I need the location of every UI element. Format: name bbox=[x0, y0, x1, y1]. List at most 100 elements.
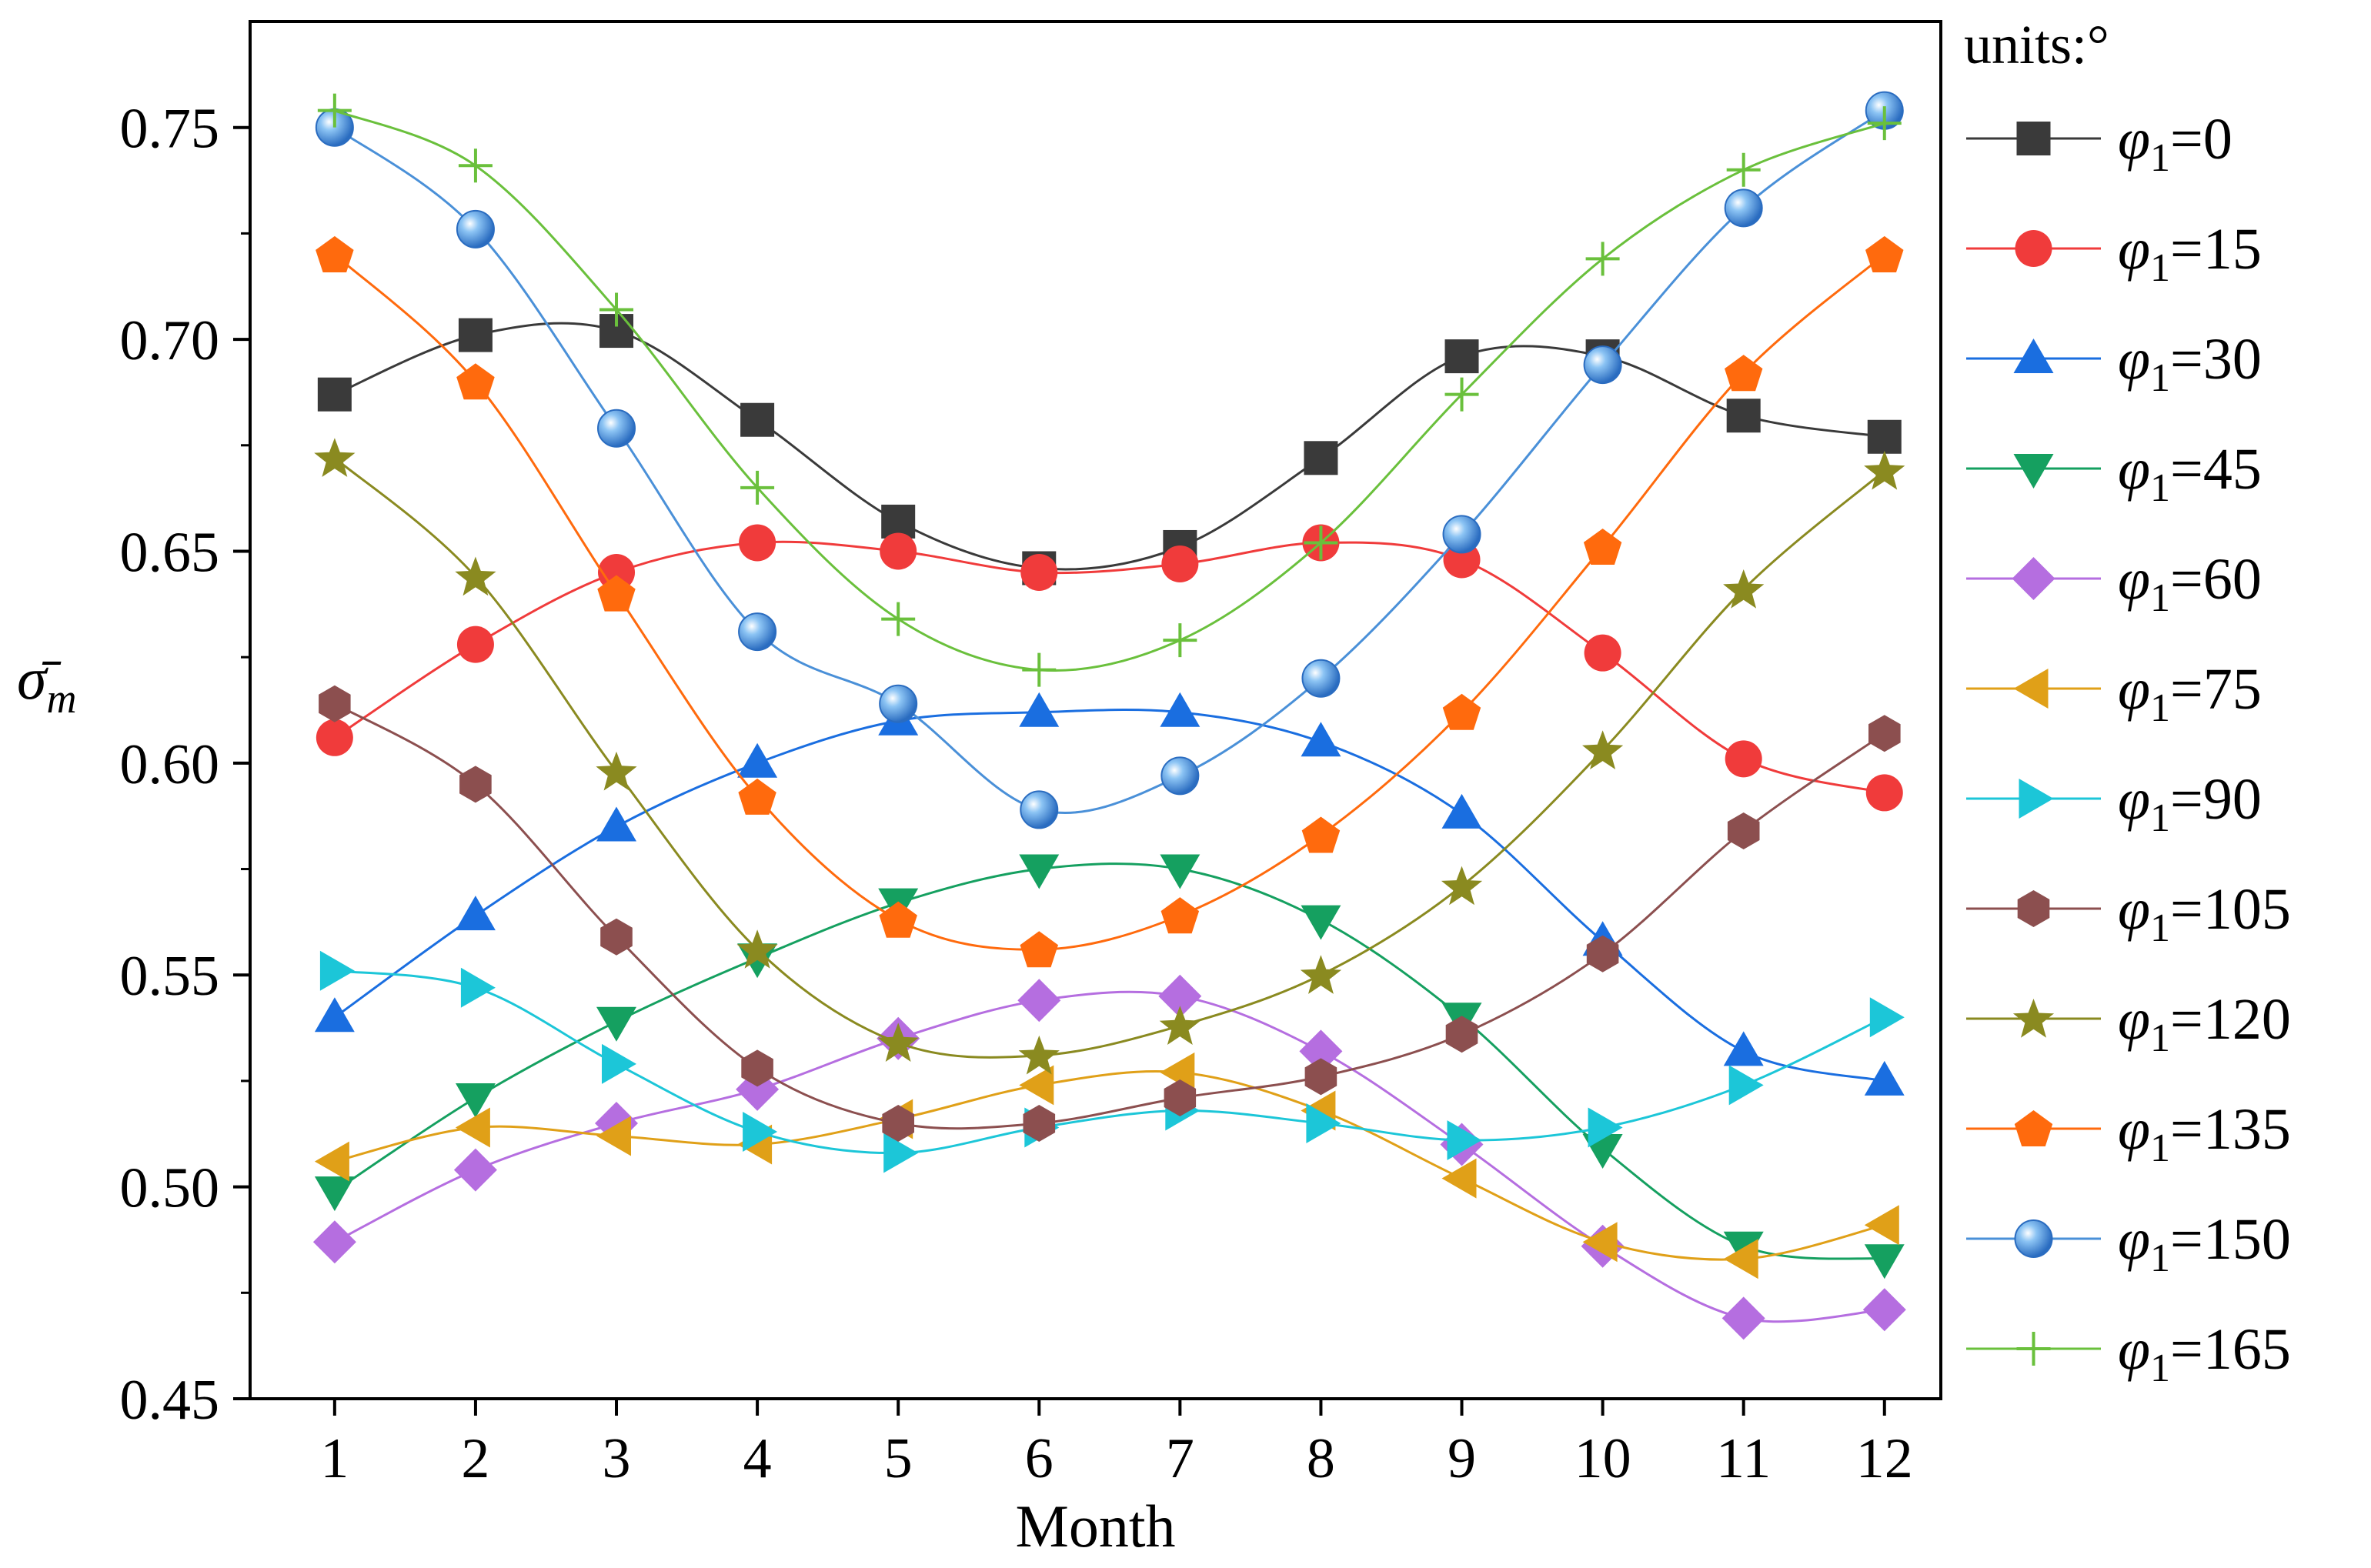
data-point bbox=[458, 148, 493, 183]
x-tick-label: 9 bbox=[1448, 1427, 1476, 1490]
data-point bbox=[1019, 1065, 1054, 1106]
data-point bbox=[1441, 793, 1482, 829]
sphere-fill bbox=[1724, 188, 1763, 228]
sphere-fill bbox=[1160, 756, 1200, 796]
data-point bbox=[1444, 339, 1479, 374]
series-line bbox=[334, 109, 1885, 815]
series-9 bbox=[314, 438, 1905, 1075]
data-point bbox=[456, 896, 496, 931]
legend-item-7: φ1=90 bbox=[1966, 767, 2262, 840]
data-point bbox=[877, 1023, 919, 1062]
series-line bbox=[334, 969, 1885, 1155]
x-axis-title: Month bbox=[1015, 1493, 1175, 1560]
legend-item-8: φ1=105 bbox=[1966, 877, 2291, 950]
series-line bbox=[334, 322, 1885, 571]
data-point bbox=[314, 438, 356, 477]
y-tick-label: 0.55 bbox=[120, 945, 220, 1008]
data-point bbox=[1723, 1031, 1764, 1066]
data-point bbox=[1725, 355, 1763, 392]
data-point bbox=[1588, 1107, 1623, 1148]
data-point bbox=[1445, 1016, 1478, 1053]
data-point bbox=[1023, 1105, 1056, 1142]
legend-marker bbox=[2012, 999, 2055, 1038]
data-point bbox=[883, 1133, 919, 1173]
data-point bbox=[596, 1116, 631, 1156]
sphere-fill bbox=[456, 209, 495, 249]
data-point bbox=[1301, 722, 1341, 757]
legend-item-10: φ1=135 bbox=[1966, 1097, 2291, 1170]
data-point bbox=[312, 1220, 356, 1264]
data-point bbox=[740, 470, 775, 505]
data-point bbox=[1862, 1288, 1906, 1332]
data-point bbox=[458, 318, 493, 352]
data-point bbox=[879, 684, 918, 723]
data-point bbox=[1864, 450, 1905, 490]
legend-item-5: φ1=60 bbox=[1966, 547, 2262, 620]
data-point bbox=[1727, 812, 1760, 849]
data-point bbox=[1442, 515, 1481, 554]
y-tick-label: 0.60 bbox=[120, 733, 220, 796]
legend-marker bbox=[2013, 339, 2054, 373]
sphere-fill bbox=[879, 684, 918, 723]
data-point bbox=[317, 93, 352, 128]
series-line bbox=[334, 702, 1885, 1130]
data-point bbox=[456, 1083, 496, 1118]
data-point bbox=[602, 1043, 636, 1084]
series-11 bbox=[315, 91, 1904, 829]
legend-item-6: φ1=75 bbox=[1966, 657, 2262, 730]
data-point bbox=[1864, 1205, 1899, 1246]
series-10 bbox=[316, 235, 1904, 968]
data-point bbox=[1582, 1222, 1618, 1263]
data-point bbox=[1017, 979, 1061, 1023]
data-point bbox=[596, 751, 637, 791]
data-point bbox=[1441, 1158, 1477, 1199]
data-point bbox=[1020, 554, 1058, 591]
x-tick-label: 11 bbox=[1716, 1427, 1771, 1490]
data-point bbox=[453, 1148, 497, 1192]
series-7 bbox=[319, 950, 1905, 1173]
data-point bbox=[597, 575, 636, 612]
data-point bbox=[1864, 1244, 1905, 1279]
series-8 bbox=[319, 685, 1901, 1142]
data-point bbox=[1583, 529, 1622, 565]
sphere-fill bbox=[1442, 515, 1481, 554]
legend-item-3: φ1=30 bbox=[1966, 327, 2262, 400]
data-point bbox=[456, 626, 494, 663]
legend-label: φ1=75 bbox=[2118, 657, 2262, 730]
data-point bbox=[1159, 1006, 1201, 1045]
data-point bbox=[1164, 1079, 1197, 1116]
plot-area bbox=[312, 91, 1906, 1340]
data-point bbox=[1019, 692, 1060, 727]
data-point bbox=[743, 1112, 778, 1152]
legend-label: φ1=150 bbox=[2118, 1207, 2291, 1280]
sphere-fill bbox=[1301, 659, 1341, 698]
data-point bbox=[1726, 152, 1761, 187]
legend-label: φ1=135 bbox=[2118, 1097, 2291, 1170]
legend-label: φ1=105 bbox=[2118, 877, 2291, 950]
data-point bbox=[1160, 692, 1201, 727]
data-point bbox=[597, 409, 636, 448]
data-point bbox=[1299, 1029, 1343, 1073]
data-point bbox=[1160, 756, 1200, 796]
legend-marker bbox=[2016, 1332, 2051, 1366]
x-tick-label: 6 bbox=[1025, 1427, 1054, 1490]
y-tick-label: 0.45 bbox=[120, 1369, 220, 1432]
data-point bbox=[1585, 242, 1620, 276]
data-point bbox=[880, 532, 917, 570]
data-point bbox=[1022, 652, 1057, 687]
data-point bbox=[1583, 345, 1622, 385]
data-point bbox=[1721, 1296, 1765, 1340]
data-point bbox=[739, 524, 776, 562]
legend-marker bbox=[2019, 779, 2054, 819]
data-point bbox=[596, 806, 636, 842]
data-point bbox=[456, 363, 495, 400]
legend-marker bbox=[2015, 230, 2052, 267]
x-tick-label: 1 bbox=[320, 1427, 349, 1490]
data-point bbox=[1868, 715, 1901, 752]
data-point bbox=[1447, 1120, 1482, 1160]
data-point bbox=[596, 1006, 636, 1042]
data-point bbox=[1867, 106, 1902, 141]
y-tick-label: 0.50 bbox=[120, 1157, 220, 1220]
legend-item-9: φ1=120 bbox=[1966, 987, 2291, 1060]
data-point bbox=[1301, 905, 1341, 940]
